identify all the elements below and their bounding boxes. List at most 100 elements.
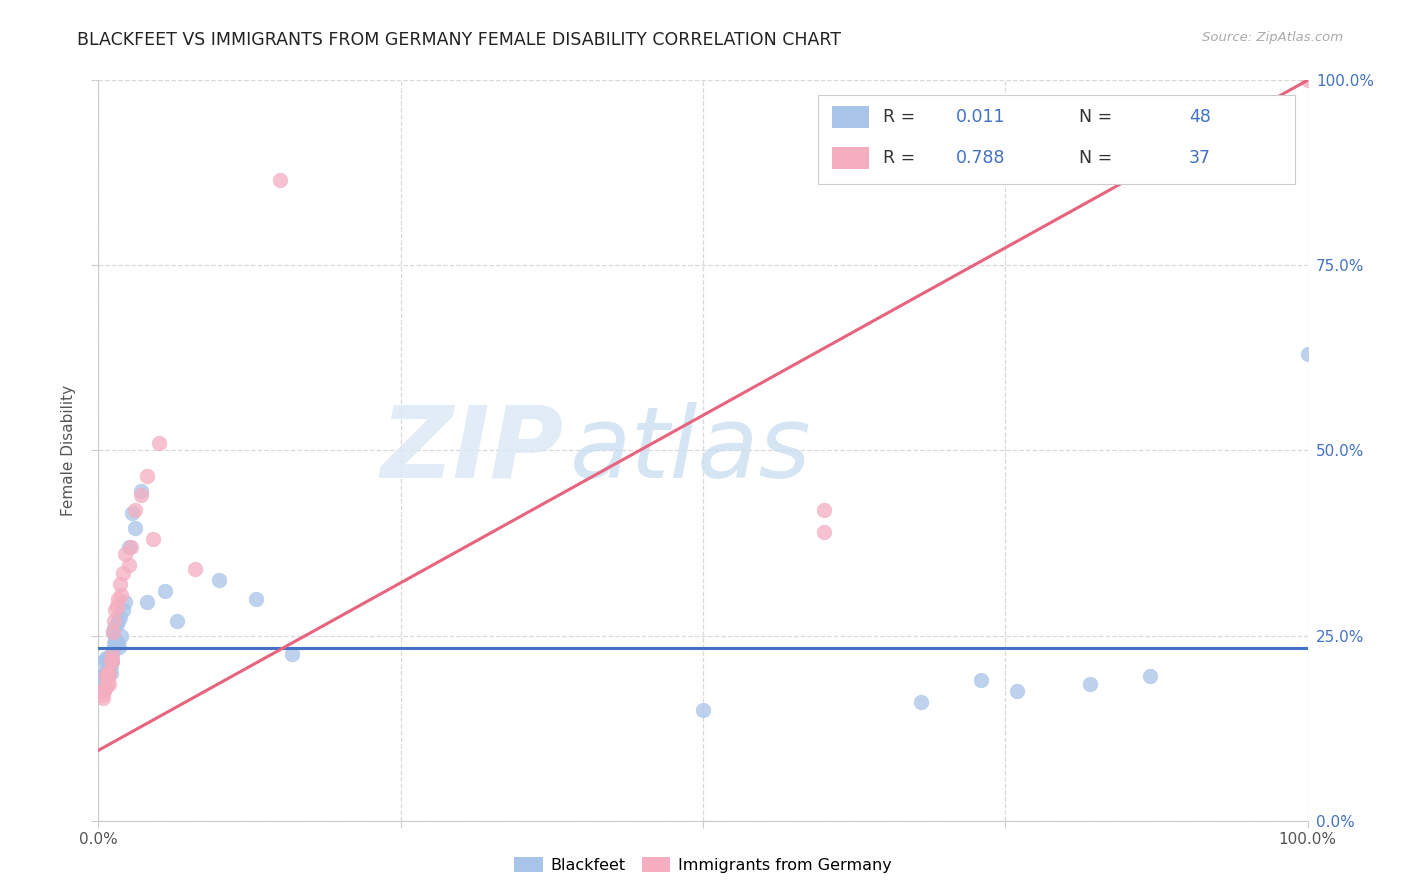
Point: [110, 628, 132, 642]
Point: [107, 614, 129, 628]
Point: [269, 173, 291, 187]
Point: [108, 576, 131, 591]
Text: 37: 37: [1189, 149, 1211, 167]
Point: [1296, 347, 1319, 361]
Point: [135, 595, 157, 609]
Point: [100, 655, 122, 669]
Point: [1007, 684, 1029, 698]
Point: [129, 484, 152, 499]
Point: [97, 669, 120, 683]
Point: [93, 684, 115, 698]
Text: 48: 48: [1189, 108, 1211, 127]
Point: [103, 636, 125, 650]
Text: atlas: atlas: [569, 402, 811, 499]
Point: [105, 617, 128, 632]
Point: [98, 655, 121, 669]
Point: [1139, 669, 1161, 683]
Point: [93, 655, 115, 669]
Point: [97, 669, 120, 683]
Text: N =: N =: [1069, 108, 1118, 127]
Point: [91, 669, 114, 683]
Point: [166, 614, 188, 628]
Point: [91, 691, 114, 706]
Point: [208, 573, 231, 587]
Point: [98, 665, 121, 680]
Point: [98, 676, 121, 690]
Text: 0.011: 0.011: [956, 108, 1005, 127]
Point: [93, 665, 115, 680]
Point: [97, 658, 120, 673]
Point: [111, 602, 134, 616]
FancyBboxPatch shape: [832, 147, 869, 169]
Point: [96, 655, 118, 669]
Point: [94, 665, 117, 680]
Point: [101, 643, 124, 657]
Point: [91, 676, 114, 690]
Text: R =: R =: [883, 149, 927, 167]
Point: [108, 640, 131, 654]
Point: [100, 647, 122, 661]
Point: [124, 521, 146, 535]
Point: [94, 650, 117, 665]
Point: [100, 665, 122, 680]
Point: [96, 676, 118, 690]
Point: [96, 665, 118, 680]
Point: [110, 588, 132, 602]
Point: [91, 688, 114, 702]
Point: [111, 566, 134, 580]
Point: [970, 673, 993, 687]
Point: [245, 591, 267, 606]
Point: [98, 665, 121, 680]
Point: [118, 540, 141, 554]
FancyBboxPatch shape: [818, 95, 1295, 184]
Point: [91, 684, 114, 698]
Point: [114, 547, 136, 561]
Point: [148, 436, 170, 450]
Point: [813, 524, 835, 539]
Legend: Blackfeet, Immigrants from Germany: Blackfeet, Immigrants from Germany: [508, 851, 898, 880]
Point: [118, 558, 141, 573]
Point: [107, 591, 129, 606]
Text: Source: ZipAtlas.com: Source: ZipAtlas.com: [1202, 31, 1343, 45]
Point: [121, 507, 143, 521]
Point: [105, 599, 128, 613]
Point: [104, 632, 127, 647]
Point: [100, 655, 122, 669]
Point: [107, 636, 129, 650]
Point: [96, 665, 118, 680]
Point: [103, 621, 125, 635]
Point: [142, 533, 165, 547]
Y-axis label: Female Disability: Female Disability: [60, 384, 76, 516]
Text: N =: N =: [1069, 149, 1118, 167]
Text: R =: R =: [883, 108, 927, 127]
Point: [135, 469, 157, 483]
Point: [124, 502, 146, 516]
Point: [114, 595, 136, 609]
Point: [281, 647, 304, 661]
Point: [96, 669, 118, 683]
Point: [100, 658, 122, 673]
Point: [184, 562, 207, 576]
Point: [100, 647, 122, 661]
Point: [1054, 154, 1077, 169]
Text: 0.788: 0.788: [956, 149, 1005, 167]
FancyBboxPatch shape: [832, 106, 869, 128]
Point: [94, 681, 117, 695]
Point: [100, 650, 122, 665]
Text: BLACKFEET VS IMMIGRANTS FROM GERMANY FEMALE DISABILITY CORRELATION CHART: BLACKFEET VS IMMIGRANTS FROM GERMANY FEM…: [77, 31, 841, 49]
Point: [692, 703, 714, 717]
Point: [94, 669, 117, 683]
Point: [910, 695, 932, 709]
Point: [1296, 73, 1319, 87]
Point: [104, 602, 127, 616]
Point: [101, 624, 124, 639]
Point: [153, 584, 176, 599]
Point: [120, 540, 142, 554]
Point: [101, 624, 124, 639]
Point: [97, 650, 120, 665]
Point: [108, 610, 131, 624]
Point: [103, 614, 125, 628]
Point: [813, 502, 835, 516]
Point: [1078, 676, 1101, 690]
Point: [129, 488, 152, 502]
